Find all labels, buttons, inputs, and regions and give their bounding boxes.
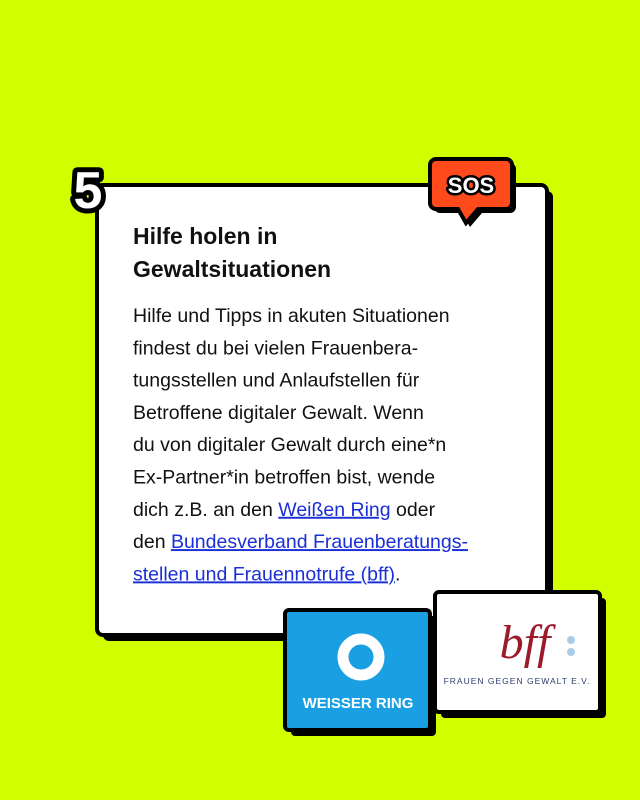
ring-icon [337,633,385,681]
body-line: tungsstellen und Anlaufstellen für [133,370,420,392]
text-segment: du von digitaler Gewalt durch eine*n [133,434,446,456]
body-line: Betroffene digitaler Gewalt. Wenn [133,402,424,424]
body-line: dich z.B. an den Weißen Ring oder [133,499,436,521]
text-segment: dich z.B. an den [133,499,278,521]
card-title: Hilfe holen in Gewaltsituationen [133,223,331,282]
body-line: Ex-Partner*in betroffen bist, wende [133,467,435,489]
text-segment: findest du bei vielen Frauenbera- [133,337,418,359]
text-segment: Betroffene digitaler Gewalt. Wenn [133,402,424,424]
logo-name: bff [500,616,556,669]
text-segment: Ex-Partner*in betroffen bist, wende [133,467,435,489]
body-line: stellen und Frauennotrufe (bff). [133,563,400,585]
badge-label: SOS [448,173,494,198]
sos-badge: SOS [428,157,516,227]
badge [428,157,514,227]
card-body: Hilfe und Tipps in akuten Situationen fin… [133,305,468,585]
step-number: 5 [74,162,103,220]
body-line: den Bundesverband Frauenberatungs- [133,531,468,553]
text-segment: oder [391,499,436,521]
body-line: du von digitaler Gewalt durch eine*n [133,434,446,456]
weisser-ring-logo: WEISSER RING [283,608,436,736]
link[interactable]: Bundesverband Frauenberatungs- [171,531,468,553]
body-line: Hilfe und Tipps in akuten Situationen [133,305,450,327]
logo-dot [567,648,575,656]
link[interactable]: Weißen Ring [278,499,390,521]
title-line: Hilfe holen in [133,223,277,249]
logo-box [433,590,602,714]
link[interactable]: stellen und Frauennotrufe (bff) [133,563,395,585]
text-segment: Hilfe und Tipps in akuten Situationen [133,305,450,327]
text-segment: tungsstellen und Anlaufstellen für [133,370,420,392]
logo-tagline: FRAUEN GEGEN GEWALT E.V. [444,676,591,686]
body-line: findest du bei vielen Frauenbera- [133,337,418,359]
bff-logo: bff FRAUEN GEGEN GEWALT E.V. [433,590,606,718]
text-segment: den [133,531,171,553]
text-segment: . [395,563,400,585]
logo-dot [567,636,575,644]
title-line: Gewaltsituationen [133,256,331,282]
logo-label: WEISSER RING [303,695,414,712]
